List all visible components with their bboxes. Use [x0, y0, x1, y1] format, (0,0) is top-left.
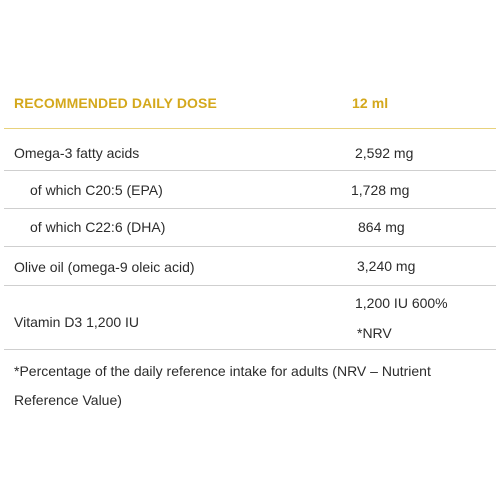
row-divider [4, 246, 496, 247]
row-divider [4, 170, 496, 171]
row-vitamin-d3-nrv: *NRV [357, 325, 392, 341]
header-value: 12 ml [352, 95, 389, 111]
header-divider [4, 128, 496, 129]
row-divider [4, 208, 496, 209]
header-label: RECOMMENDED DAILY DOSE [14, 95, 217, 111]
row-omega3-value: 2,592 mg [355, 145, 414, 161]
row-divider [4, 349, 496, 350]
footnote: *Percentage of the daily reference intak… [14, 363, 431, 408]
row-dha-name: of which C22:6 (DHA) [30, 219, 166, 235]
row-dha-value: 864 mg [358, 219, 405, 235]
row-epa-value: 1,728 mg [351, 182, 410, 198]
row-olive-oil-name: Olive oil (omega-9 oleic acid) [14, 259, 195, 275]
row-epa-name: of which C20:5 (EPA) [30, 182, 163, 198]
row-divider [4, 285, 496, 286]
row-vitamin-d3-name: Vitamin D3 1,200 IU [14, 314, 140, 330]
row-olive-oil-value: 3,240 mg [357, 258, 416, 274]
row-vitamin-d3-value: 1,200 IU 600% [355, 295, 448, 311]
row-omega3-name: Omega-3 fatty acids [14, 145, 140, 161]
